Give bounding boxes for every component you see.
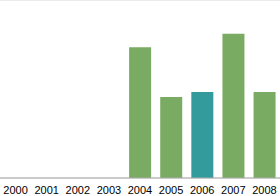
svg-text:2005: 2005	[159, 184, 183, 195]
svg-text:2007: 2007	[221, 184, 245, 195]
svg-text:2003: 2003	[97, 184, 121, 195]
svg-text:2001: 2001	[34, 184, 58, 195]
svg-text:2004: 2004	[128, 184, 152, 195]
svg-text:2000: 2000	[8, 184, 28, 195]
svg-text:2006: 2006	[190, 184, 214, 195]
svg-text:2008: 2008	[252, 184, 272, 195]
svg-text:2002: 2002	[66, 184, 90, 195]
